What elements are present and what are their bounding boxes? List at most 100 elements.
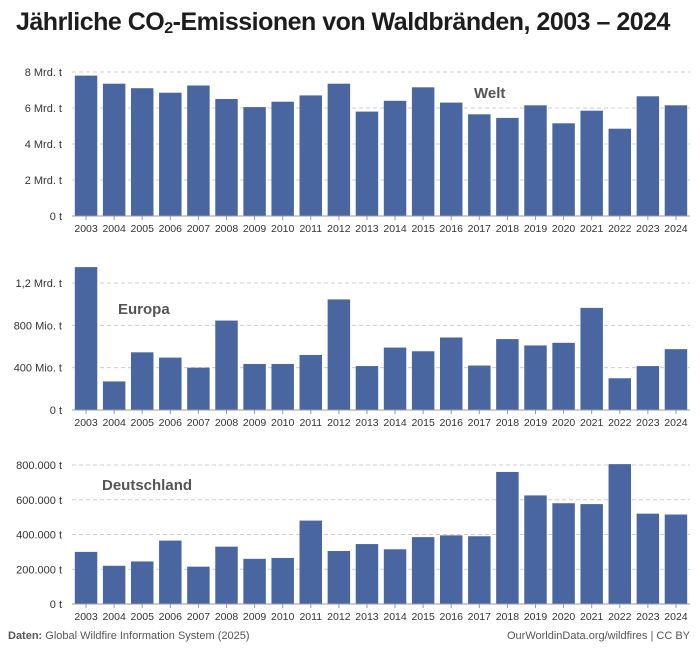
panel-1-y-tick-label: 2 Mrd. t bbox=[25, 175, 62, 187]
credit-text: OurWorldinData.org/wildfires | CC BY bbox=[507, 630, 690, 642]
panel-1-x-tick-label: 2024 bbox=[664, 223, 688, 235]
panel-2-x-tick-label: 2008 bbox=[215, 417, 239, 429]
panel-2-bar-2005 bbox=[130, 352, 154, 410]
panel-1-bar-2015 bbox=[411, 87, 435, 216]
panel-2-x-tick-label: 2005 bbox=[131, 417, 155, 429]
panel-1-x-tick-label: 2010 bbox=[271, 223, 295, 235]
panel-2-bar-2013 bbox=[355, 366, 379, 410]
panel-2-bar-2022 bbox=[608, 378, 632, 410]
panel-3-bar-2010 bbox=[271, 557, 294, 604]
panel-1-x-tick-label: 2018 bbox=[496, 223, 520, 235]
panel-3-bar-2005 bbox=[130, 561, 154, 604]
panel-2-bar-2010 bbox=[271, 363, 294, 410]
panel-3-x-tick-label: 2009 bbox=[243, 611, 267, 623]
panel-1-bar-2018 bbox=[496, 117, 519, 216]
panel-2-bar-2008 bbox=[215, 320, 238, 410]
panel-3-x-tick-label: 2024 bbox=[664, 611, 688, 623]
panel-3-bar-2015 bbox=[411, 537, 435, 604]
panel-2-bar-2019 bbox=[524, 345, 547, 410]
panel-2-x-tick-label: 2022 bbox=[608, 417, 632, 429]
panel-2-x-tick-label: 2021 bbox=[580, 417, 604, 429]
panel-2-bar-2014 bbox=[383, 347, 407, 410]
panel-1-x-tick-label: 2023 bbox=[636, 223, 660, 235]
panel-3-bar-2019 bbox=[524, 495, 547, 604]
panel-2-bar-2004 bbox=[102, 381, 126, 410]
panel-1-bar-2021 bbox=[580, 110, 603, 216]
credit-note: OurWorldinData.org/wildfires | CC BY bbox=[507, 630, 690, 642]
panel-2-x-tick-label: 2011 bbox=[299, 417, 322, 429]
panel-2-bar-2021 bbox=[580, 307, 603, 410]
panel-2-bar-2018 bbox=[496, 339, 519, 410]
panel-2-x-tick-label: 2006 bbox=[159, 417, 183, 429]
panel-1-bar-2016 bbox=[439, 102, 463, 216]
source-label: Daten: bbox=[8, 630, 43, 642]
panel-1-x-tick-label: 2006 bbox=[159, 223, 183, 235]
panel-3-x-tick-label: 2006 bbox=[159, 611, 183, 623]
panel-2-x-tick-label: 2004 bbox=[102, 417, 126, 429]
source-text: Global Wildfire Information System (2025… bbox=[45, 630, 250, 642]
panel-3-bar-2022 bbox=[608, 464, 632, 604]
panel-3-bar-2014 bbox=[383, 549, 407, 604]
panel-1-bar-2012 bbox=[327, 83, 351, 216]
panel-2-x-tick-label: 2023 bbox=[636, 417, 660, 429]
panel-1-bar-2020 bbox=[552, 123, 575, 216]
panel-2-y-tick-label: 0 t bbox=[50, 405, 62, 417]
panel-1-region-label: Welt bbox=[474, 85, 505, 102]
panel-3-x-tick-label: 2008 bbox=[215, 611, 239, 623]
panel-1-x-tick-label: 2014 bbox=[383, 223, 407, 235]
panel-1-x-tick-label: 2022 bbox=[608, 223, 632, 235]
panel-3-x-tick-label: 2004 bbox=[102, 611, 126, 623]
panel-3-x-tick-label: 2003 bbox=[74, 611, 98, 623]
panel-1-x-tick-label: 2015 bbox=[411, 223, 435, 235]
panel-1-bar-2023 bbox=[636, 96, 660, 216]
panel-1-x-tick-label: 2017 bbox=[468, 223, 492, 235]
panel-3-bar-2017 bbox=[468, 536, 491, 604]
panel-3-x-tick-label: 2016 bbox=[440, 611, 464, 623]
panel-2-bar-2007 bbox=[187, 367, 210, 410]
panel-3-bar-2007 bbox=[187, 566, 210, 604]
panel-1-y-tick-label: 8 Mrd. t bbox=[25, 67, 62, 79]
panel-2-x-tick-label: 2007 bbox=[187, 417, 211, 429]
panel-3-x-tick-label: 2010 bbox=[271, 611, 295, 623]
panel-1-bar-2007 bbox=[187, 85, 210, 216]
panel-3-bar-2024 bbox=[664, 514, 688, 604]
panel-1-bar-2013 bbox=[355, 111, 379, 216]
panel-1-bar-2011 bbox=[299, 95, 323, 216]
panel-2-bar-2009 bbox=[243, 363, 266, 410]
panel-3-y-tick-label: 400.000 t bbox=[16, 530, 62, 542]
panel-1-bar-2017 bbox=[468, 114, 491, 216]
panel-3-bar-2016 bbox=[439, 535, 463, 604]
panel-3-bar-2006 bbox=[159, 540, 182, 604]
panel-2-y-tick-label: 400 Mio. t bbox=[14, 363, 62, 375]
panel-3-x-tick-label: 2020 bbox=[552, 611, 576, 623]
panel-3-x-tick-label: 2014 bbox=[383, 611, 407, 623]
panel-2-bar-2011 bbox=[299, 354, 323, 410]
panel-3-bar-2013 bbox=[355, 544, 379, 604]
panel-2-x-tick-label: 2024 bbox=[664, 417, 688, 429]
panel-3-bar-2012 bbox=[327, 551, 351, 604]
panel-3-bar-2004 bbox=[102, 565, 126, 604]
panel-1-bar-2003 bbox=[74, 75, 98, 216]
panel-2-x-tick-label: 2018 bbox=[496, 417, 520, 429]
panel-3-bar-2011 bbox=[299, 520, 323, 604]
panel-1-y-tick-label: 0 t bbox=[50, 211, 62, 223]
panel-2-x-tick-label: 2014 bbox=[383, 417, 407, 429]
title-suffix: -Emissionen von Waldbränden, 2003 – 2024 bbox=[172, 8, 671, 36]
panel-1-bar-2019 bbox=[524, 105, 547, 216]
panel-1-x-tick-label: 2003 bbox=[74, 223, 98, 235]
panel-3-y-tick-label: 0 t bbox=[50, 599, 62, 611]
panel-2-x-tick-label: 2013 bbox=[355, 417, 379, 429]
title-subscript: 2 bbox=[164, 20, 173, 37]
panel-3-bar-2009 bbox=[243, 558, 266, 604]
panel-3-bar-2020 bbox=[552, 503, 575, 604]
panel-1-bar-2022 bbox=[608, 128, 632, 216]
panel-3-y-tick-label: 200.000 t bbox=[16, 564, 62, 576]
panel-3-x-tick-label: 2023 bbox=[636, 611, 660, 623]
panel-1-x-tick-label: 2019 bbox=[524, 223, 548, 235]
panel-2-bar-2015 bbox=[411, 351, 435, 410]
panel-2-x-tick-label: 2012 bbox=[327, 417, 351, 429]
panel-1-bar-2005 bbox=[130, 88, 154, 216]
panel-2-bar-2012 bbox=[327, 299, 351, 410]
panel-1-x-tick-label: 2008 bbox=[215, 223, 239, 235]
